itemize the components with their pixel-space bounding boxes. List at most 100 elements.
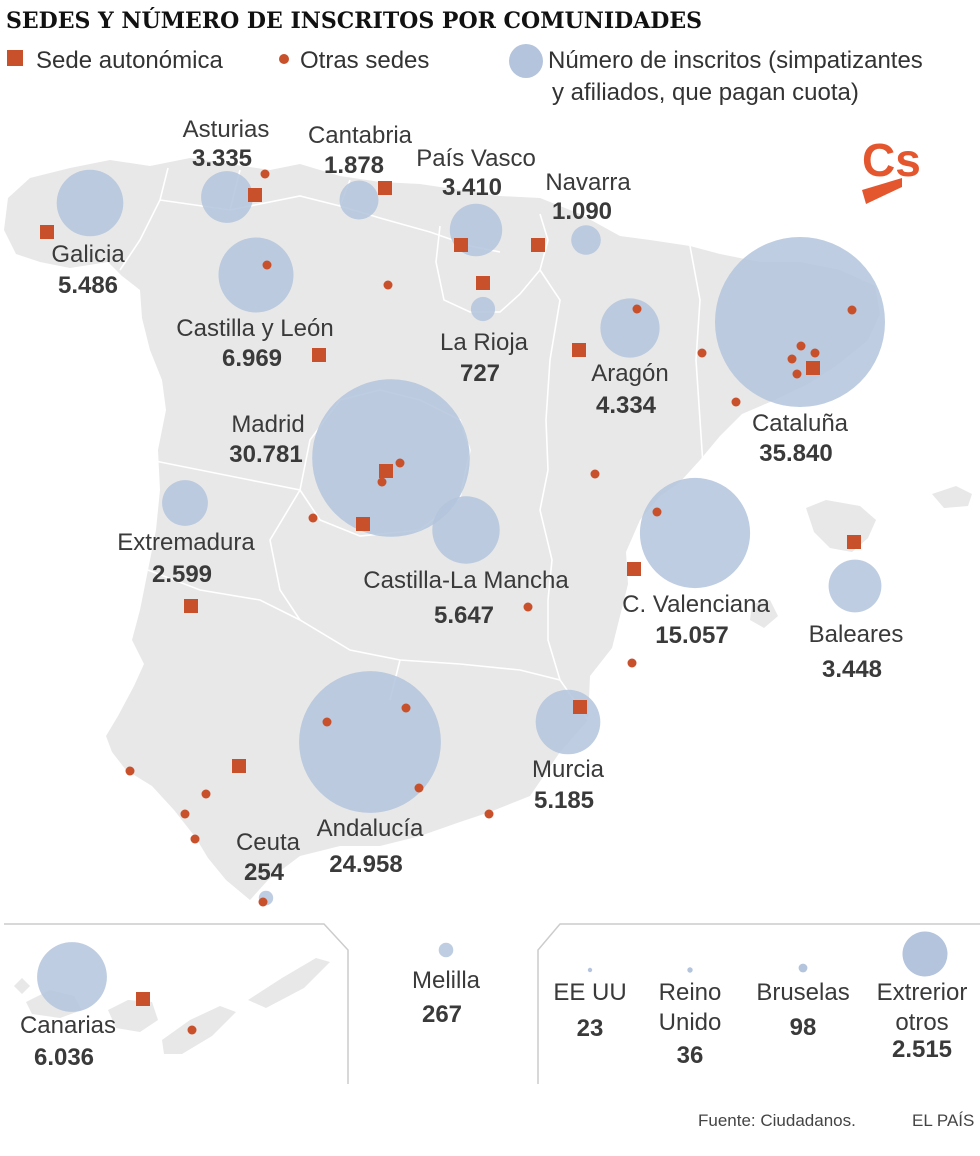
otra-sede-marker (377, 477, 387, 487)
otra-sede-marker (787, 354, 797, 364)
otra-sede-marker (847, 305, 857, 315)
source-note: Fuente: Ciudadanos. (698, 1111, 856, 1130)
exterior-name-bruselas: Bruselas (756, 979, 849, 1006)
legend-otras-sedes-marker (279, 54, 289, 64)
region-value-pais_vasco: 3.410 (442, 174, 502, 201)
bubble-galicia (56, 169, 124, 237)
otra-sede-marker (190, 834, 200, 844)
legend-sede-autonomica-marker (7, 50, 23, 66)
otra-sede-marker (258, 897, 268, 907)
region-name-cataluna: Cataluña (752, 410, 849, 437)
bubble-baleares (828, 559, 882, 613)
otra-sede-marker (262, 260, 272, 270)
bubble-navarra (571, 225, 601, 255)
sede-autonomica-marker (312, 348, 326, 362)
region-value-galicia: 5.486 (58, 272, 118, 299)
credit-note: EL PAÍS (912, 1111, 974, 1130)
legend-inscritos-label-2: y afiliados, que pagan cuota) (552, 79, 859, 106)
bubble-aragon (600, 298, 660, 358)
legend: Sede autonómica Otras sedes Número de in… (7, 44, 923, 106)
otra-sede-marker (383, 280, 393, 290)
cs-logo-mark (862, 178, 902, 204)
bubble-canarias (37, 942, 107, 1012)
sede-autonomica-marker (806, 361, 820, 375)
region-value-cataluna: 35.840 (759, 440, 832, 467)
sede-autonomica-marker (232, 759, 246, 773)
region-name-canarias: Canarias (20, 1012, 116, 1039)
region-value-andalucia: 24.958 (329, 851, 402, 878)
otra-sede-marker (401, 703, 411, 713)
otra-sede-marker (731, 397, 741, 407)
bubble-asturias (201, 171, 253, 223)
sede-autonomica-marker (572, 343, 586, 357)
sedes-autonomicas-markers (40, 181, 861, 1006)
gran-canaria-island (108, 1000, 158, 1032)
otra-sede-marker (627, 658, 637, 668)
bubble-la_rioja (470, 296, 496, 322)
bubble-castilla_la_mancha (432, 496, 500, 564)
region-value-cantabria: 1.878 (324, 152, 384, 179)
region-value-castilla_leon: 6.969 (222, 345, 282, 372)
otra-sede-marker (632, 304, 642, 314)
sede-autonomica-marker (847, 535, 861, 549)
region-value-canarias: 6.036 (34, 1044, 94, 1071)
bubble-ee_uu (587, 967, 593, 973)
exterior-value-exterior_otros: 2.515 (892, 1036, 952, 1063)
mallorca-island (806, 500, 876, 552)
region-name-murcia: Murcia (532, 756, 605, 783)
otra-sede-marker (125, 766, 135, 776)
sede-autonomica-marker (40, 225, 54, 239)
region-value-extremadura: 2.599 (152, 561, 212, 588)
bubble-cataluna (715, 237, 885, 407)
region-value-c_valenciana: 15.057 (655, 622, 728, 649)
region-value-la_rioja: 727 (460, 360, 500, 387)
otra-sede-marker (414, 783, 424, 793)
otra-sede-marker (395, 458, 405, 468)
otra-sede-marker (697, 348, 707, 358)
sede-autonomica-marker (378, 181, 392, 195)
region-name-extremadura: Extremadura (117, 529, 255, 556)
inset-frames (4, 923, 980, 1084)
map-title: SEDES Y NÚMERO DE INSCRITOS POR COMUNIDA… (6, 7, 702, 34)
region-value-murcia: 5.185 (534, 787, 594, 814)
bubble-reino_unido (687, 967, 693, 973)
legend-inscritos-label-1: Número de inscritos (simpatizantes (548, 47, 923, 74)
region-name-la_rioja: La Rioja (440, 329, 529, 356)
lanzarote-island (248, 958, 330, 1008)
otra-sede-marker (523, 602, 533, 612)
cs-logo: Cs (862, 134, 921, 204)
legend-sede-autonomica-label: Sede autonómica (36, 47, 223, 74)
fuerteventura-island (162, 1006, 236, 1054)
menorca-island (932, 486, 972, 508)
region-name-baleares: Baleares (809, 621, 904, 648)
exterior-name2-exterior_otros: otros (895, 1009, 948, 1036)
otra-sede-marker (590, 469, 600, 479)
otra-sede-marker (201, 789, 211, 799)
bubble-madrid (312, 379, 470, 537)
otra-sede-marker (796, 341, 806, 351)
region-name-melilla: Melilla (412, 967, 481, 994)
bubble-melilla (438, 942, 454, 958)
otra-sede-marker (260, 169, 270, 179)
otra-sede-marker (187, 1025, 197, 1035)
sede-autonomica-marker (454, 238, 468, 252)
bubble-extremadura (162, 480, 208, 526)
la-palma-island (14, 978, 30, 994)
cs-logo-text: Cs (862, 134, 921, 186)
ibiza-island (750, 600, 778, 628)
bubble-exterior_otros (902, 931, 948, 977)
region-name-c_valenciana: C. Valenciana (622, 591, 770, 618)
sede-autonomica-marker (573, 700, 587, 714)
exterior-frame (537, 923, 980, 1084)
sede-autonomica-marker (476, 276, 490, 290)
region-name-cantabria: Cantabria (308, 122, 413, 149)
region-name-asturias: Asturias (183, 116, 270, 143)
region-value-navarra: 1.090 (552, 198, 612, 225)
region-name-ceuta: Ceuta (236, 829, 301, 856)
exterior-value-bruselas: 98 (790, 1014, 817, 1041)
otra-sede-marker (792, 369, 802, 379)
otra-sede-marker (180, 809, 190, 819)
